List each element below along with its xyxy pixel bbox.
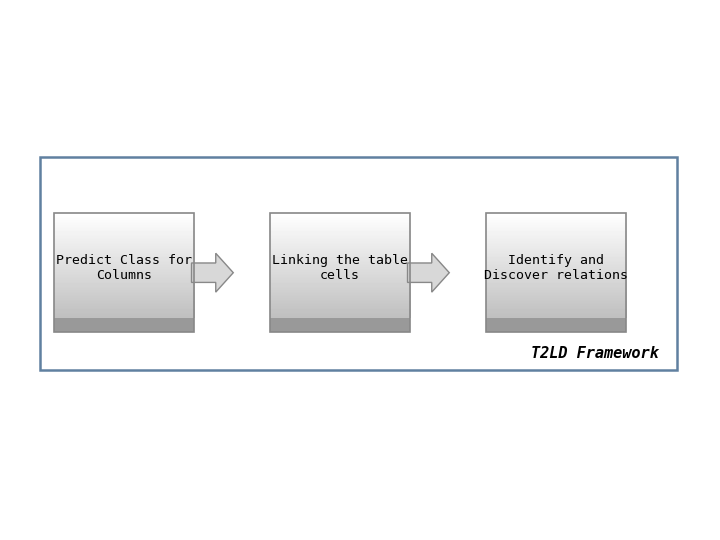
- FancyBboxPatch shape: [486, 318, 626, 332]
- FancyBboxPatch shape: [270, 318, 410, 332]
- Polygon shape: [192, 253, 233, 292]
- FancyBboxPatch shape: [40, 157, 677, 370]
- Polygon shape: [408, 253, 449, 292]
- FancyBboxPatch shape: [54, 318, 194, 332]
- Text: T2LD Framework: T2LD Framework: [531, 346, 659, 361]
- Text: Identify and
Discover relations: Identify and Discover relations: [485, 254, 628, 282]
- Text: Predict Class for
Columns: Predict Class for Columns: [56, 254, 192, 282]
- Text: Linking the table
cells: Linking the table cells: [272, 254, 408, 282]
